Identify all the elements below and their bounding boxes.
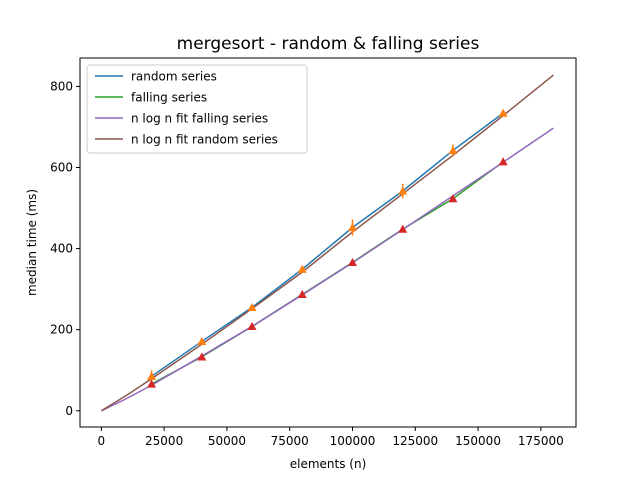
data-point <box>247 302 257 311</box>
legend-label: random series <box>131 70 217 84</box>
x-tick-label: 50000 <box>208 434 246 448</box>
x-tick-label: 0 <box>98 434 106 448</box>
data-point <box>347 222 357 232</box>
chart-title: mergesort - random & falling series <box>177 34 480 54</box>
data-point <box>147 371 157 380</box>
series-line-falling-series <box>151 161 504 385</box>
x-tick-label: 150000 <box>455 434 501 448</box>
x-axis-label: elements (n) <box>290 457 367 471</box>
legend-label: n log n fit falling series <box>131 112 268 126</box>
data-point <box>197 336 207 346</box>
legend-label: falling series <box>131 91 207 105</box>
data-point <box>197 352 207 361</box>
data-point <box>398 186 408 195</box>
x-tick-label: 100000 <box>330 434 376 448</box>
plot-area <box>100 74 554 412</box>
legend: random series falling series n log n fit f… <box>86 64 308 154</box>
data-point <box>297 289 307 299</box>
legend-label: n log n fit random series <box>131 133 278 147</box>
y-tick-label: 400 <box>50 242 73 256</box>
data-point <box>297 264 307 273</box>
data-point <box>147 379 157 388</box>
data-point <box>448 194 458 203</box>
data-point <box>448 145 458 155</box>
series-line-random-series <box>151 112 504 377</box>
x-tick-label: 175000 <box>518 434 564 448</box>
data-point <box>498 108 508 117</box>
y-axis: 0 200 400 600 800 <box>50 79 80 418</box>
x-tick-label: 75000 <box>271 434 309 448</box>
x-tick-label: 25000 <box>145 434 183 448</box>
data-point <box>347 257 357 266</box>
y-axis-label: median time (ms) <box>25 189 39 296</box>
series-line-n-log-n-fit-falling-series <box>101 127 554 412</box>
x-tick-label: 125000 <box>392 434 438 448</box>
y-tick-label: 200 <box>50 323 73 337</box>
data-point <box>498 157 508 166</box>
legend-box <box>86 64 308 154</box>
y-tick-label: 800 <box>50 79 73 93</box>
data-point <box>398 224 408 233</box>
y-tick-label: 600 <box>50 160 73 174</box>
y-tick-label: 0 <box>65 404 73 418</box>
data-point <box>247 321 257 331</box>
x-axis: 0 25000 50000 75000 100000 125000 150000 175000 <box>98 427 564 448</box>
plot-frame <box>79 57 577 428</box>
